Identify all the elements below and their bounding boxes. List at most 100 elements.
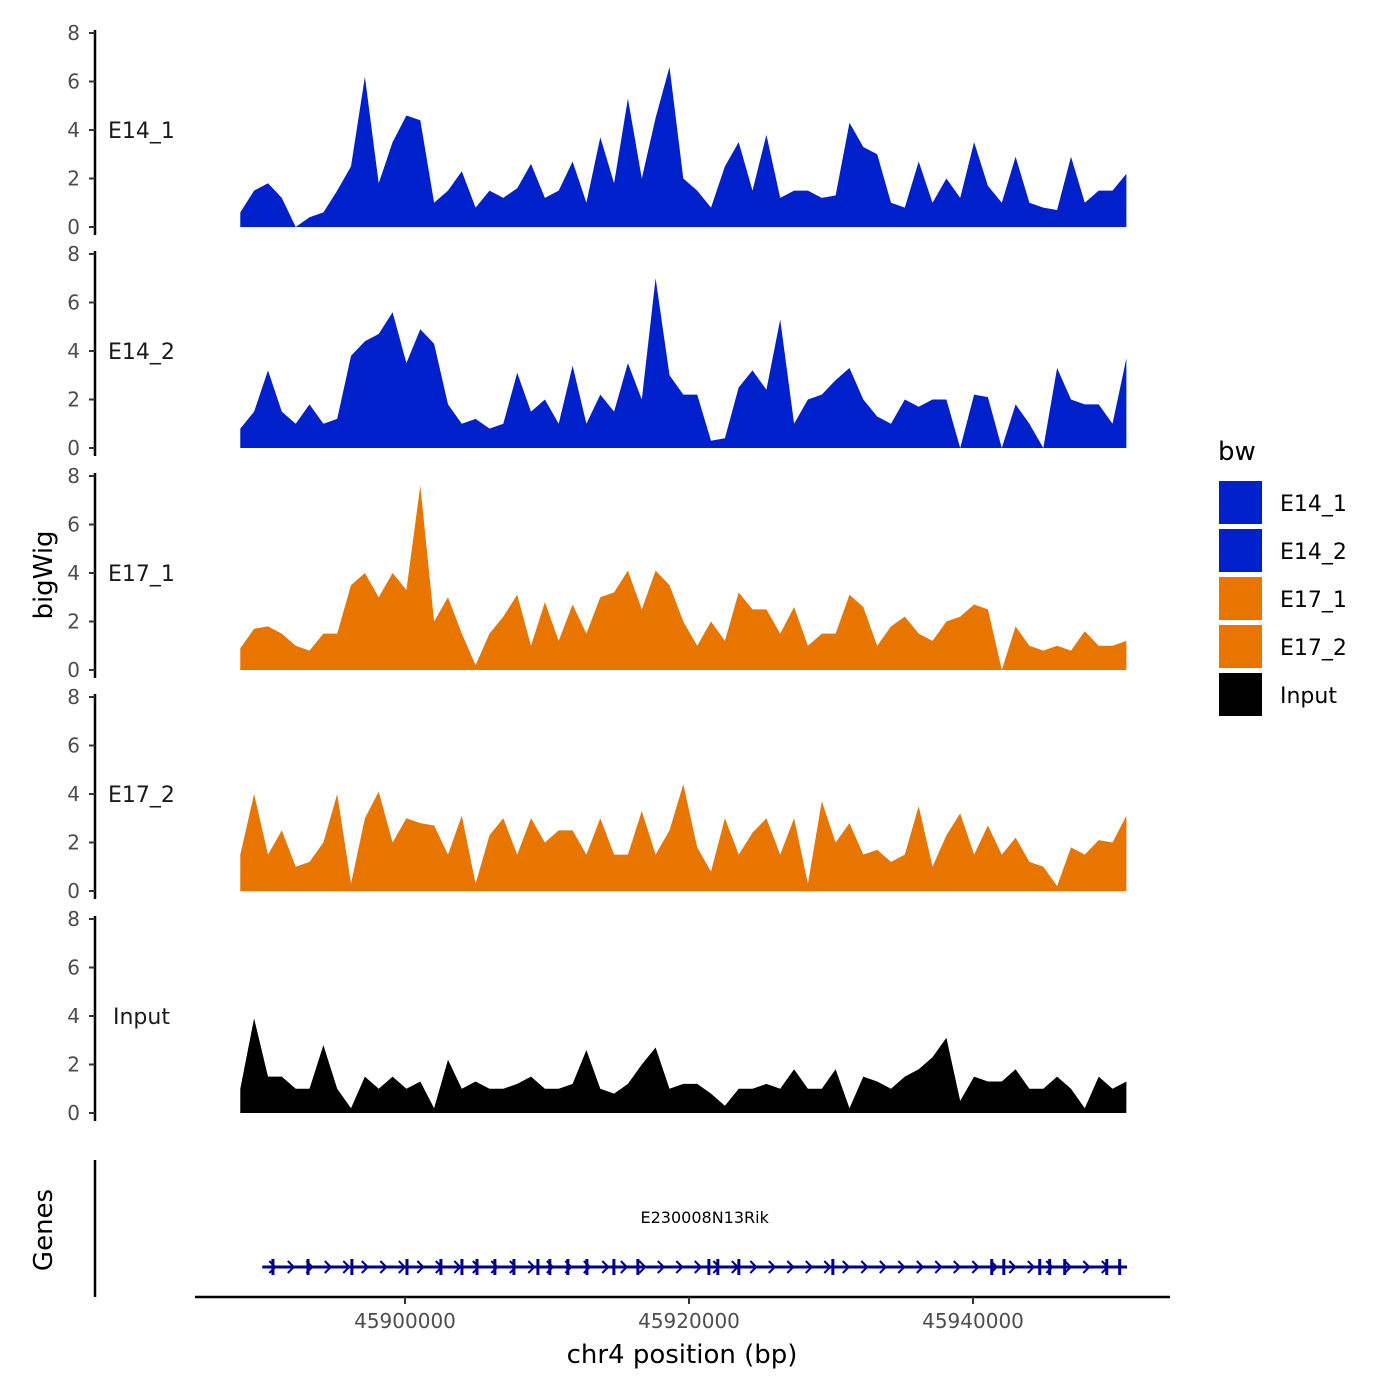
y-tick-label: 2	[67, 831, 80, 855]
gene-exon	[536, 1259, 540, 1275]
gene-exon	[306, 1259, 310, 1275]
gene-exon	[548, 1259, 552, 1275]
strand-arrow-icon	[324, 1260, 333, 1274]
strand-arrow-icon	[287, 1260, 296, 1274]
strand-arrow-icon	[860, 1260, 869, 1274]
gene-label: E230008N13Rik	[641, 1208, 770, 1227]
strand-arrow-icon	[342, 1260, 351, 1274]
y-tick-label: 2	[67, 388, 80, 412]
y-tick-label: 8	[67, 464, 80, 488]
y-tick-label: 0	[67, 658, 80, 682]
legend-key	[1219, 529, 1262, 572]
x-axis-title: chr4 position (bp)	[567, 1340, 798, 1370]
y-tick-label: 0	[67, 1101, 80, 1125]
y-tick-label: 8	[67, 242, 80, 266]
gene-exon	[1105, 1259, 1109, 1275]
gene-exon	[1063, 1259, 1067, 1275]
strand-arrow-icon	[398, 1260, 407, 1274]
track-e14-2: 0 2 4 6 8 E14_2	[67, 242, 1127, 460]
strand-arrow-icon	[453, 1260, 462, 1274]
y-tick-label: 8	[67, 21, 80, 45]
signal-area-e17-1	[240, 485, 1127, 670]
strand-arrow-icon	[879, 1260, 888, 1274]
strand-arrow-icon	[379, 1260, 388, 1274]
x-tick-label: 45940000	[922, 1309, 1024, 1333]
y-tick-label: 8	[67, 685, 80, 709]
gene-exon	[493, 1259, 497, 1275]
gene-exon	[350, 1259, 354, 1275]
signal-area-e14-1	[240, 67, 1127, 227]
signal-area-e17-2	[240, 784, 1127, 891]
y-tick-label: 0	[67, 436, 80, 460]
y-tick-label: 0	[67, 215, 80, 239]
gene-exon	[612, 1259, 616, 1275]
y-axis-title: bigWig	[29, 530, 59, 619]
strand-arrow-icon	[971, 1260, 980, 1274]
legend-label: E17_1	[1280, 588, 1347, 613]
strand-arrow-icon	[509, 1260, 518, 1274]
y-tick-label: 4	[67, 561, 80, 585]
strand-arrow-icon	[916, 1260, 925, 1274]
gene-track: Genes E230008N13Rik	[29, 1160, 1128, 1297]
gene-exon	[566, 1259, 570, 1275]
strand-arrow-icon	[1064, 1260, 1073, 1274]
track-label: Input	[113, 1005, 170, 1030]
gene-exon	[716, 1259, 720, 1275]
legend: bw E14_1 E14_2 E17_1 E17_2 Input	[1218, 437, 1347, 716]
y-tick-label: 6	[67, 70, 80, 94]
strand-arrow-icon	[953, 1260, 962, 1274]
y-tick-label: 0	[67, 879, 80, 903]
gene-exon	[271, 1259, 275, 1275]
strand-arrow-icon	[1008, 1260, 1017, 1274]
strand-arrow-icon	[620, 1260, 629, 1274]
gene-exon	[737, 1259, 741, 1275]
legend-label: E14_2	[1280, 540, 1347, 565]
track-label: E14_2	[108, 340, 175, 365]
legend-label: E14_1	[1280, 492, 1347, 517]
y-tick-label: 4	[67, 782, 80, 806]
y-tick-label: 8	[67, 907, 80, 931]
strand-arrow-icon	[694, 1260, 703, 1274]
legend-key	[1219, 481, 1262, 524]
gene-exon	[1118, 1259, 1122, 1275]
y-tick-label: 6	[67, 513, 80, 537]
y-tick-label: 4	[67, 118, 80, 142]
y-tick-label: 6	[67, 734, 80, 758]
strand-arrow-icon	[897, 1260, 906, 1274]
track-e17-1: 0 2 4 6 8 E17_1	[67, 464, 1127, 682]
x-tick-label: 45920000	[638, 1309, 740, 1333]
y-tick-label: 2	[67, 610, 80, 634]
gene-exon	[831, 1259, 835, 1275]
track-label: E17_2	[108, 783, 175, 808]
gene-exon	[636, 1259, 640, 1275]
gene-exon	[475, 1259, 479, 1275]
legend-key	[1219, 673, 1262, 716]
strand-arrow-icon	[527, 1260, 536, 1274]
strand-arrow-icon	[768, 1260, 777, 1274]
strand-arrow-icon	[1027, 1260, 1036, 1274]
gene-exon	[585, 1259, 589, 1275]
legend-key	[1219, 625, 1262, 668]
strand-arrow-icon	[416, 1260, 425, 1274]
strand-arrow-icon	[638, 1260, 647, 1274]
strand-arrow-icon	[786, 1260, 795, 1274]
strand-arrow-icon	[361, 1260, 370, 1274]
x-tick-label: 45900000	[354, 1309, 456, 1333]
y-tick-label: 2	[67, 167, 80, 191]
gene-track-title: Genes	[29, 1189, 59, 1271]
legend-label: Input	[1280, 684, 1337, 709]
y-tick-label: 6	[67, 956, 80, 980]
gene-exon	[439, 1259, 443, 1275]
y-tick-label: 2	[67, 1053, 80, 1077]
x-axis: chr4 position (bp) 45900000 45920000 45940…	[195, 1295, 1170, 1370]
gene-exon	[1048, 1259, 1052, 1275]
strand-arrow-icon	[1082, 1260, 1091, 1274]
gene-exon	[405, 1259, 409, 1275]
signal-area-e14-2	[240, 278, 1127, 448]
track-label: E14_1	[108, 119, 175, 144]
legend-label: E17_2	[1280, 636, 1347, 661]
y-tick-label: 6	[67, 291, 80, 315]
gene-exon	[990, 1259, 994, 1275]
track-e17-2: 0 2 4 6 8 E17_2	[67, 685, 1127, 903]
